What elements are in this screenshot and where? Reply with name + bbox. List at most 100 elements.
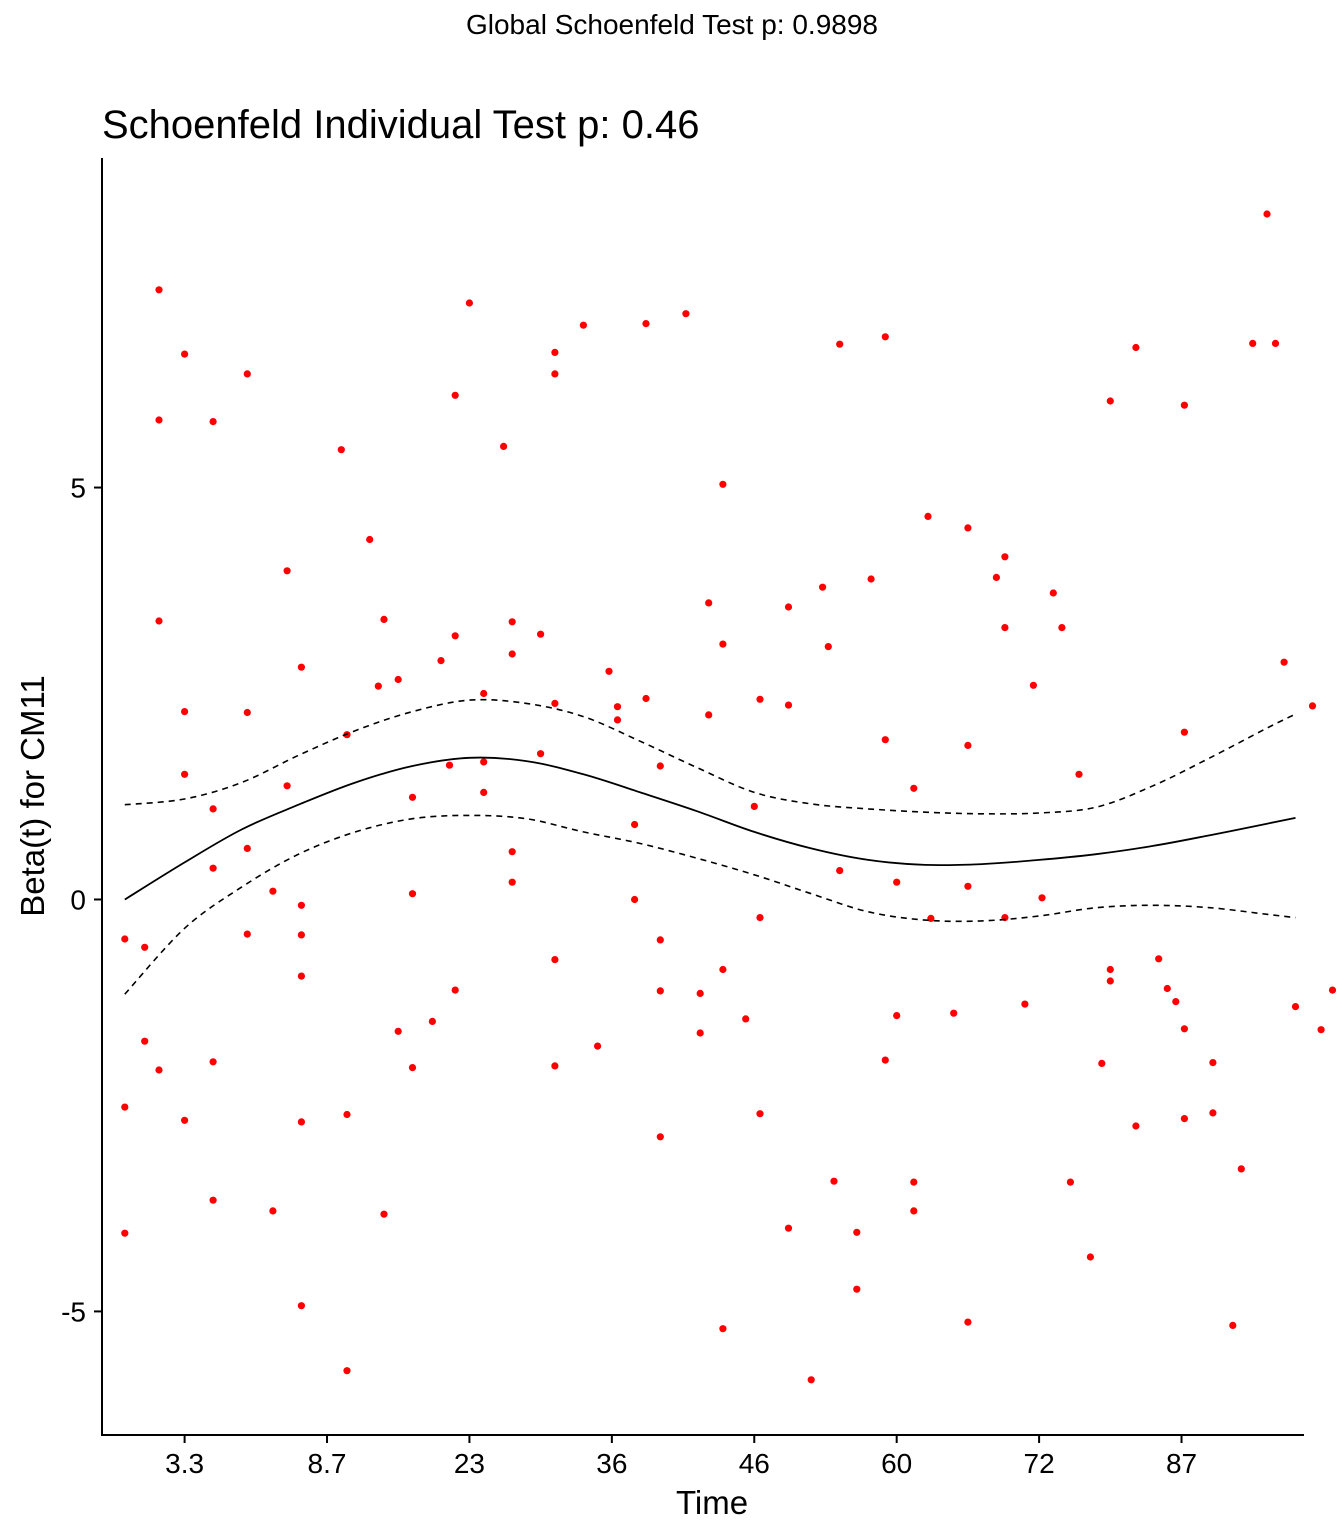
x-tick-label-0: 3.3 bbox=[165, 1448, 204, 1479]
y-axis-title: Beta(t) for CM11 bbox=[14, 675, 51, 916]
residual-point-102 bbox=[836, 867, 844, 875]
residual-point-66 bbox=[551, 1062, 559, 1070]
residual-point-94 bbox=[784, 603, 793, 611]
y-tick-label-2: -5 bbox=[61, 1296, 86, 1327]
residual-point-118 bbox=[964, 741, 972, 750]
residual-point-22 bbox=[269, 887, 277, 895]
residual-point-103 bbox=[853, 1228, 861, 1236]
residual-point-18 bbox=[243, 370, 251, 378]
plot-title: Schoenfeld Individual Test p: 0.46 bbox=[102, 103, 699, 147]
residual-point-101 bbox=[836, 340, 844, 348]
residual-point-119 bbox=[964, 882, 972, 890]
residual-point-125 bbox=[1021, 1000, 1029, 1008]
residual-point-99 bbox=[824, 643, 832, 651]
residual-point-30 bbox=[297, 1118, 305, 1126]
residual-point-134 bbox=[1106, 397, 1114, 405]
residual-point-24 bbox=[283, 567, 291, 575]
residual-point-16 bbox=[209, 1058, 217, 1066]
residual-point-85 bbox=[719, 480, 727, 488]
residual-point-69 bbox=[605, 667, 613, 675]
x-axis-title: Time bbox=[676, 1484, 748, 1521]
residual-point-72 bbox=[631, 895, 639, 904]
residual-point-100 bbox=[830, 1177, 838, 1185]
residual-point-11 bbox=[181, 770, 189, 778]
residual-point-57 bbox=[508, 650, 516, 658]
residual-point-133 bbox=[1098, 1059, 1106, 1067]
residual-point-91 bbox=[756, 695, 764, 703]
residual-point-7 bbox=[155, 617, 163, 625]
residual-point-141 bbox=[1172, 998, 1180, 1006]
residual-point-43 bbox=[408, 890, 417, 898]
residual-point-126 bbox=[1029, 681, 1037, 689]
fit-lines bbox=[124, 698, 1296, 995]
residual-point-60 bbox=[537, 630, 545, 638]
residual-point-53 bbox=[480, 758, 488, 766]
residual-point-71 bbox=[613, 703, 622, 711]
residual-point-137 bbox=[1132, 343, 1140, 352]
residual-point-117 bbox=[964, 524, 972, 532]
residual-point-45 bbox=[428, 1017, 436, 1025]
residual-point-95 bbox=[784, 701, 793, 709]
residual-point-79 bbox=[656, 1133, 664, 1141]
residual-point-63 bbox=[551, 370, 559, 378]
residual-point-148 bbox=[1229, 1321, 1237, 1329]
residual-point-108 bbox=[881, 1056, 889, 1064]
residual-point-147 bbox=[1209, 1109, 1217, 1117]
residual-point-104 bbox=[853, 1285, 861, 1293]
residual-point-123 bbox=[1001, 624, 1009, 632]
residual-point-78 bbox=[656, 987, 664, 995]
residual-point-109 bbox=[893, 878, 901, 886]
residual-point-115 bbox=[924, 512, 932, 521]
residual-point-10 bbox=[181, 708, 189, 716]
global-test-title: Global Schoenfeld Test p: 0.9898 bbox=[466, 9, 878, 40]
x-tick-label-6: 72 bbox=[1024, 1448, 1055, 1479]
residual-point-51 bbox=[465, 299, 473, 307]
residual-point-58 bbox=[508, 848, 516, 856]
residual-point-59 bbox=[508, 878, 516, 886]
residual-point-74 bbox=[642, 320, 650, 328]
residual-point-97 bbox=[807, 1376, 815, 1384]
residual-point-9 bbox=[181, 350, 189, 358]
residual-point-39 bbox=[380, 1210, 388, 1218]
x-tick-label-5: 60 bbox=[881, 1448, 912, 1479]
residual-point-121 bbox=[992, 573, 1001, 582]
y-tick-label-1: 0 bbox=[70, 884, 86, 915]
residual-point-54 bbox=[480, 788, 488, 797]
residual-point-114 bbox=[927, 914, 935, 923]
residual-point-111 bbox=[910, 784, 918, 792]
residual-point-140 bbox=[1163, 984, 1171, 993]
residual-point-145 bbox=[1180, 1115, 1188, 1123]
x-axis-ticks: 3.3 8.7 23 36 46 60 72 87 bbox=[165, 1435, 1197, 1479]
residual-point-93 bbox=[756, 1110, 764, 1118]
residual-point-157 bbox=[1328, 986, 1337, 994]
residual-point-1 bbox=[121, 1103, 129, 1111]
residual-point-156 bbox=[1317, 1026, 1325, 1034]
residual-point-47 bbox=[445, 761, 454, 769]
residual-point-38 bbox=[380, 615, 388, 624]
residual-point-40 bbox=[394, 675, 402, 684]
residual-point-49 bbox=[451, 632, 459, 640]
residual-point-149 bbox=[1237, 1165, 1245, 1173]
residual-point-62 bbox=[551, 348, 559, 356]
residual-point-113 bbox=[910, 1207, 918, 1215]
residual-point-80 bbox=[682, 310, 690, 318]
residual-point-153 bbox=[1280, 658, 1288, 666]
residual-point-55 bbox=[500, 442, 508, 450]
residual-point-17 bbox=[209, 1196, 217, 1204]
residual-points bbox=[121, 210, 1337, 1384]
residual-point-19 bbox=[243, 708, 251, 717]
residual-point-56 bbox=[508, 618, 516, 626]
residual-point-73 bbox=[631, 820, 639, 829]
residual-point-120 bbox=[964, 1318, 972, 1326]
residual-point-68 bbox=[594, 1042, 602, 1050]
residual-point-130 bbox=[1066, 1178, 1074, 1186]
residual-point-106 bbox=[881, 736, 889, 744]
residual-point-122 bbox=[1001, 553, 1009, 561]
residual-point-42 bbox=[408, 793, 417, 801]
residual-point-35 bbox=[343, 1367, 351, 1375]
residual-point-90 bbox=[750, 802, 758, 811]
residual-point-3 bbox=[141, 943, 149, 951]
residual-point-25 bbox=[283, 782, 291, 790]
residual-point-112 bbox=[910, 1178, 918, 1186]
residual-point-92 bbox=[756, 914, 764, 922]
